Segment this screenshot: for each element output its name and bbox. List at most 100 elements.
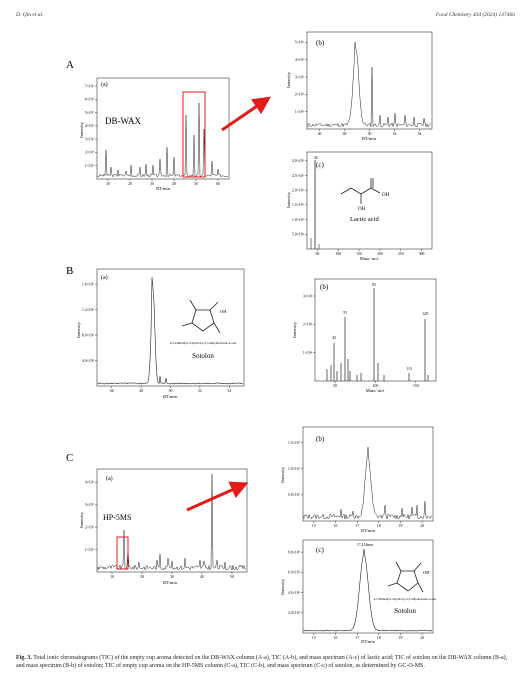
oh-label-sotolon-b: OH bbox=[220, 309, 227, 314]
chart-c-a: (a) HP-5MS 1×10⁷ 2×10⁷ 3×10⁷ 4×10⁷ 10 20 30 40… bbox=[79, 468, 248, 585]
running-header-authors: D. Qin et al. bbox=[16, 12, 44, 18]
running-header-journal: Food Chemistry 434 (2024) 137466 bbox=[435, 12, 515, 18]
y-tick-label: 6×10⁷ bbox=[85, 98, 95, 102]
x-ticks-c-b: 15 16 17 18 19 20 bbox=[312, 521, 424, 528]
y-tick-label: 5.0×10⁵ bbox=[292, 233, 305, 237]
y-tick-label: 2.0×10⁵ bbox=[288, 611, 301, 615]
highlight-box-a bbox=[182, 91, 206, 178]
peak-label-113: 113 bbox=[406, 367, 412, 371]
panel-letter-b: B bbox=[66, 265, 73, 277]
x-tick-label: 50 bbox=[316, 252, 320, 256]
x-tick-label: 40 bbox=[200, 575, 204, 579]
panel-letter-c: C bbox=[66, 452, 73, 464]
tic-trace-c-c bbox=[303, 548, 433, 632]
x-tick-label: 16 bbox=[334, 524, 338, 528]
x-ticks-a-a: 10 20 30 40 50 60 bbox=[106, 179, 220, 186]
sub-label-b-a: (a) bbox=[101, 274, 108, 281]
x-tick-label: 40 bbox=[172, 182, 176, 186]
column-label-db-wax: DB-WAX bbox=[105, 116, 141, 126]
y-ticks-b-b: 1×10⁴ 2×10⁴ 3×10⁴ bbox=[303, 294, 315, 355]
y-tick-label: 1×10⁶ bbox=[295, 110, 305, 114]
x-tick-label: 16 bbox=[334, 636, 338, 640]
oh-label-alpha: OH bbox=[358, 207, 366, 212]
tic-trace-a-b bbox=[307, 41, 432, 128]
x-tick-label: 100 bbox=[335, 252, 341, 256]
y-tick-label: 4.0×10⁵ bbox=[288, 591, 301, 595]
y-tick-label: 1.5×10⁷ bbox=[288, 441, 301, 445]
x-tick-label: 15 bbox=[312, 636, 316, 640]
y-tick-label: 3×10⁷ bbox=[85, 137, 95, 141]
y-ticks-c-c: 2.0×10⁵ 4.0×10⁵ 6.0×10⁵ 8.0×10⁵ bbox=[288, 550, 303, 615]
x-tick-label: 20 bbox=[420, 636, 424, 640]
y-tick-label: 1.5×10⁶ bbox=[292, 203, 305, 207]
arrow-a bbox=[221, 96, 271, 132]
y-axis-label-b-a: Intensity bbox=[76, 321, 81, 337]
y-tick-label: 4×10⁷ bbox=[85, 481, 95, 485]
arrow-c bbox=[186, 481, 249, 512]
x-tick-label: 19 bbox=[399, 524, 403, 528]
x-tick-label: 30 bbox=[150, 182, 154, 186]
x-tick-label: 100 bbox=[373, 384, 379, 388]
peak-label-128: 128 bbox=[422, 312, 428, 316]
sotolon-structure-b bbox=[181, 299, 221, 334]
x-axis-label-a-c: Mass/ m/z bbox=[360, 256, 379, 261]
x-tick-label: 50 bbox=[230, 575, 234, 579]
x-ticks-a-c: 50 100 150 200 250 300 bbox=[316, 249, 425, 256]
y-tick-label: 2×10⁷ bbox=[85, 526, 95, 530]
caption-label: Fig. 3. bbox=[16, 655, 32, 661]
x-tick-label: 50 bbox=[169, 389, 173, 393]
y-axis-label-a-a: Intensity bbox=[79, 121, 84, 137]
x-tick-label: 48 bbox=[139, 389, 143, 393]
y-tick-label: 2.0×10⁶ bbox=[292, 189, 305, 193]
y-ticks-c-b: 5.0×10⁶ 1.0×10⁷ 1.5×10⁷ bbox=[288, 441, 303, 497]
y-tick-label: 5×10⁶ bbox=[295, 41, 305, 45]
x-axis-label-b-a: RT/min bbox=[163, 394, 177, 399]
chart-a-b: (b) 1×10⁶ 2×10⁶ 3×10⁶ 4×10⁶ 5×10⁶ 46 48 50 52 54… bbox=[286, 31, 433, 141]
x-axis-label-c-c: RT/min bbox=[361, 639, 375, 644]
x-tick-label: 150 bbox=[356, 252, 362, 256]
x-tick-label: 20 bbox=[140, 575, 144, 579]
peak-label-45: 45 bbox=[314, 155, 318, 160]
x-tick-label: 19 bbox=[399, 636, 403, 640]
compound-fullname-c: 4,5-Dimethyl-3-hydroxy-2,5-dihydrofuran-… bbox=[374, 597, 437, 602]
x-tick-label: 300 bbox=[419, 252, 425, 256]
x-tick-label: 30 bbox=[170, 575, 174, 579]
sotolon-structure-c bbox=[387, 561, 424, 593]
x-tick-label: 48 bbox=[343, 132, 347, 136]
y-tick-label: 3.0×10⁶ bbox=[292, 159, 305, 163]
caption-text: Total ionic chromatograms (TIC) of the e… bbox=[16, 655, 508, 669]
y-tick-label: 5×10⁷ bbox=[85, 111, 95, 115]
y-axis-label-b-b: Intensity bbox=[292, 321, 297, 337]
x-tick-label: 46 bbox=[318, 132, 322, 136]
sub-label-b-b: (b) bbox=[320, 283, 329, 291]
figure-3: A B C (a) DB-WAX 1×10⁷ 2×10⁷ 3×10⁷ 4×10⁷ 5×1… bbox=[66, 31, 437, 644]
tic-trace-c-a bbox=[97, 473, 247, 571]
x-ticks-b-a: 46 48 50 52 54 bbox=[110, 386, 231, 393]
x-tick-label: 17 bbox=[355, 636, 359, 640]
chart-b-b: (b) 1×10⁴ 2×10⁴ 3×10⁴ 50 100 150 Intensity M… bbox=[292, 278, 437, 393]
y-tick-label: 2×10⁴ bbox=[303, 323, 313, 327]
y-ticks-c-a: 1×10⁷ 2×10⁷ 3×10⁷ 4×10⁷ bbox=[85, 481, 97, 552]
y-tick-label: 1.0×10⁶ bbox=[292, 218, 305, 222]
x-tick-label: 17 bbox=[355, 524, 359, 528]
y-tick-label: 3×10⁶ bbox=[295, 75, 305, 79]
y-tick-label: 1×10⁴ bbox=[303, 351, 313, 355]
x-tick-label: 18 bbox=[377, 636, 381, 640]
x-axis-label-c-b: RT/min bbox=[361, 528, 375, 533]
y-tick-label: 1×10⁷ bbox=[85, 164, 95, 168]
y-tick-label: 8.0×10⁵ bbox=[288, 550, 301, 554]
peak-label-55: 55 bbox=[343, 311, 347, 315]
x-tick-label: 20 bbox=[420, 524, 424, 528]
figure-caption: Fig. 3. Total ionic chromatograms (TIC) … bbox=[16, 654, 516, 670]
y-tick-label: 8.0×10⁵ bbox=[82, 333, 95, 337]
x-ticks-b-b: 50 100 150 bbox=[333, 381, 419, 388]
y-tick-label: 2×10⁶ bbox=[295, 93, 305, 97]
compound-label-lactic-acid: Lactic acid bbox=[350, 216, 379, 223]
peak-label-rt: 17.414min bbox=[357, 543, 373, 547]
tic-trace-c-b bbox=[303, 446, 433, 520]
x-tick-label: 200 bbox=[377, 252, 383, 256]
compound-label-sotolon-b: Sotolon bbox=[192, 352, 214, 360]
y-tick-label: 2×10⁷ bbox=[85, 151, 95, 155]
y-tick-label: 6.0×10⁵ bbox=[288, 571, 301, 575]
